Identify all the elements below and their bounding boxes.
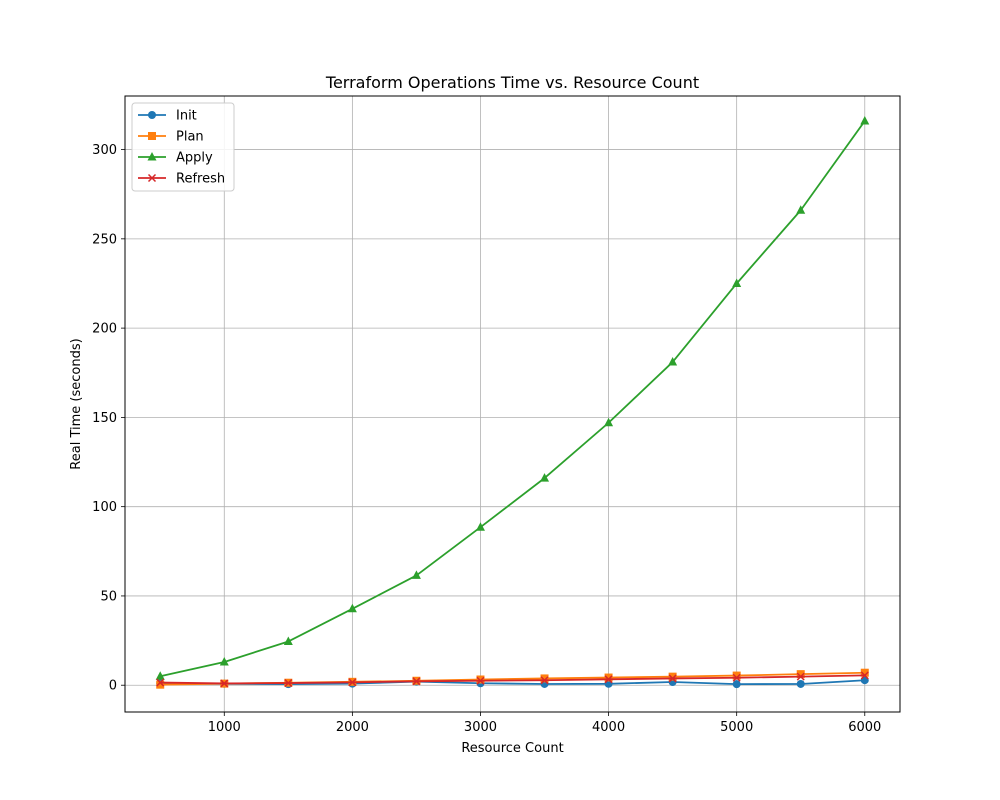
series-line-apply xyxy=(160,120,866,678)
y-tick-label: 250 xyxy=(92,232,117,247)
y-tick-label: 300 xyxy=(92,143,117,158)
grid xyxy=(125,96,900,712)
data-point-refresh xyxy=(540,676,549,685)
data-point-plan xyxy=(476,675,485,684)
data-point-apply xyxy=(604,417,614,427)
y-tick-label: 200 xyxy=(92,322,117,337)
data-point-apply xyxy=(155,671,165,680)
data-point-plan xyxy=(732,671,741,680)
data-point-plan xyxy=(156,680,165,689)
x-axis-ticks: 1000 2000 3000 4000 5000 6000 xyxy=(208,712,881,735)
data-point-apply xyxy=(860,115,870,125)
legend-swatch-marker xyxy=(147,152,157,161)
x-marker-stroke xyxy=(147,173,157,183)
x-marker-stroke xyxy=(284,679,293,688)
chart-title: Terraform Operations Time vs. Resource C… xyxy=(325,73,699,92)
legend-label: Apply xyxy=(176,151,213,166)
data-point-apply xyxy=(411,570,421,579)
x-tick-label: 6000 xyxy=(848,720,881,735)
data-point-refresh xyxy=(796,672,805,681)
data-point-refresh xyxy=(220,679,229,688)
data-point-init xyxy=(732,680,741,689)
data-point-apply xyxy=(732,278,742,287)
legend: Init Plan Apply Refresh xyxy=(131,102,235,192)
x-marker-stroke xyxy=(476,676,485,685)
data-point-refresh xyxy=(732,673,741,682)
x-marker-stroke xyxy=(540,676,549,685)
y-axis-label: Real Time (seconds) xyxy=(69,338,84,469)
legend-swatch-marker xyxy=(147,173,157,183)
x-tick-label: 5000 xyxy=(720,720,753,735)
plot-frame xyxy=(124,95,901,713)
data-point-apply xyxy=(475,522,485,531)
data-point-refresh xyxy=(860,671,869,680)
x-tick-label: 3000 xyxy=(464,720,497,735)
x-marker-stroke xyxy=(156,678,165,687)
data-point-init xyxy=(796,679,805,688)
legend-label: Refresh xyxy=(176,172,225,187)
x-axis-label: Resource Count xyxy=(461,741,563,756)
data-point-apply xyxy=(540,473,550,482)
x-marker-stroke xyxy=(732,673,741,682)
data-point-plan xyxy=(860,668,869,677)
data-point-refresh xyxy=(668,674,677,683)
x-marker-stroke xyxy=(604,675,613,684)
legend-item-refresh: Refresh xyxy=(138,172,225,187)
series-layer xyxy=(155,115,870,689)
data-point-refresh xyxy=(348,678,357,687)
legend-label: Init xyxy=(176,109,197,124)
data-point-plan xyxy=(604,673,613,682)
data-point-refresh xyxy=(476,676,485,685)
series-apply xyxy=(155,115,870,680)
data-point-apply xyxy=(283,636,293,645)
data-point-apply xyxy=(796,205,806,214)
data-point-apply xyxy=(668,357,678,366)
data-point-apply xyxy=(219,657,229,666)
y-axis-ticks: 0 50 100 150 200 250 300 xyxy=(92,143,125,694)
x-tick-label: 1000 xyxy=(208,720,241,735)
x-marker-stroke xyxy=(348,678,357,687)
legend-item-init: Init xyxy=(138,109,197,124)
x-marker-stroke xyxy=(860,671,869,680)
data-point-refresh xyxy=(412,677,421,686)
legend-swatch-marker xyxy=(148,111,156,119)
legend-box xyxy=(131,102,235,192)
data-point-plan xyxy=(668,672,677,681)
y-tick-label: 0 xyxy=(109,679,117,694)
series-line-refresh xyxy=(160,674,865,685)
legend-label: Plan xyxy=(176,130,204,145)
x-marker-stroke xyxy=(796,672,805,681)
legend-item-plan: Plan xyxy=(138,130,204,145)
data-point-apply xyxy=(347,603,357,613)
data-point-refresh xyxy=(604,675,613,684)
data-point-plan xyxy=(540,674,549,683)
y-tick-label: 150 xyxy=(92,411,117,426)
x-marker-stroke xyxy=(668,674,677,683)
x-tick-label: 2000 xyxy=(336,720,369,735)
x-tick-label: 4000 xyxy=(592,720,625,735)
series-refresh xyxy=(156,671,869,688)
data-point-refresh xyxy=(156,678,165,687)
data-point-plan xyxy=(796,670,805,679)
x-marker-stroke xyxy=(220,679,229,688)
series-line-init xyxy=(160,679,865,686)
x-marker-stroke xyxy=(412,677,421,686)
y-tick-label: 50 xyxy=(100,589,117,604)
legend-item-apply: Apply xyxy=(138,151,213,166)
data-point-refresh xyxy=(284,679,293,688)
legend-swatch-marker xyxy=(148,132,156,140)
y-tick-label: 100 xyxy=(92,500,117,515)
